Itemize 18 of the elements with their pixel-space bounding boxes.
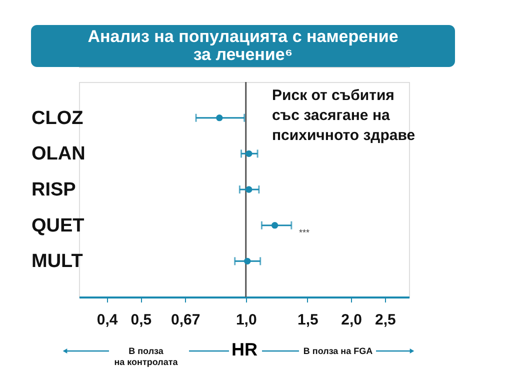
x-tick-label: 0,4 [96, 312, 118, 328]
x-tick-label: 1,5 [297, 312, 318, 328]
x-axis-title: HR [232, 340, 258, 360]
chart-title: Анализ на популацията с намерение за лечение⁶ [88, 27, 398, 64]
x-tick-label: 1,0 [236, 312, 257, 328]
y-tick-label: QUET [32, 215, 85, 236]
y-tick-label: RISP [32, 180, 76, 200]
y-tick-label: MULT [32, 251, 84, 272]
x-tick-label: 2,0 [341, 312, 362, 328]
text: В полза на FGA [303, 346, 374, 356]
text: В полза на контролата [114, 346, 179, 367]
x-tick-label: 2,5 [374, 312, 396, 328]
y-tick-label: CLOZ [32, 108, 84, 129]
y-tick-label: OLAN [32, 144, 86, 165]
annotation: *** [299, 228, 310, 238]
annotation: Риск от събития със засягане на психичното здраве [272, 87, 416, 144]
x-tick-label: 0,67 [170, 312, 200, 328]
x-tick-label: 0,5 [130, 312, 152, 328]
